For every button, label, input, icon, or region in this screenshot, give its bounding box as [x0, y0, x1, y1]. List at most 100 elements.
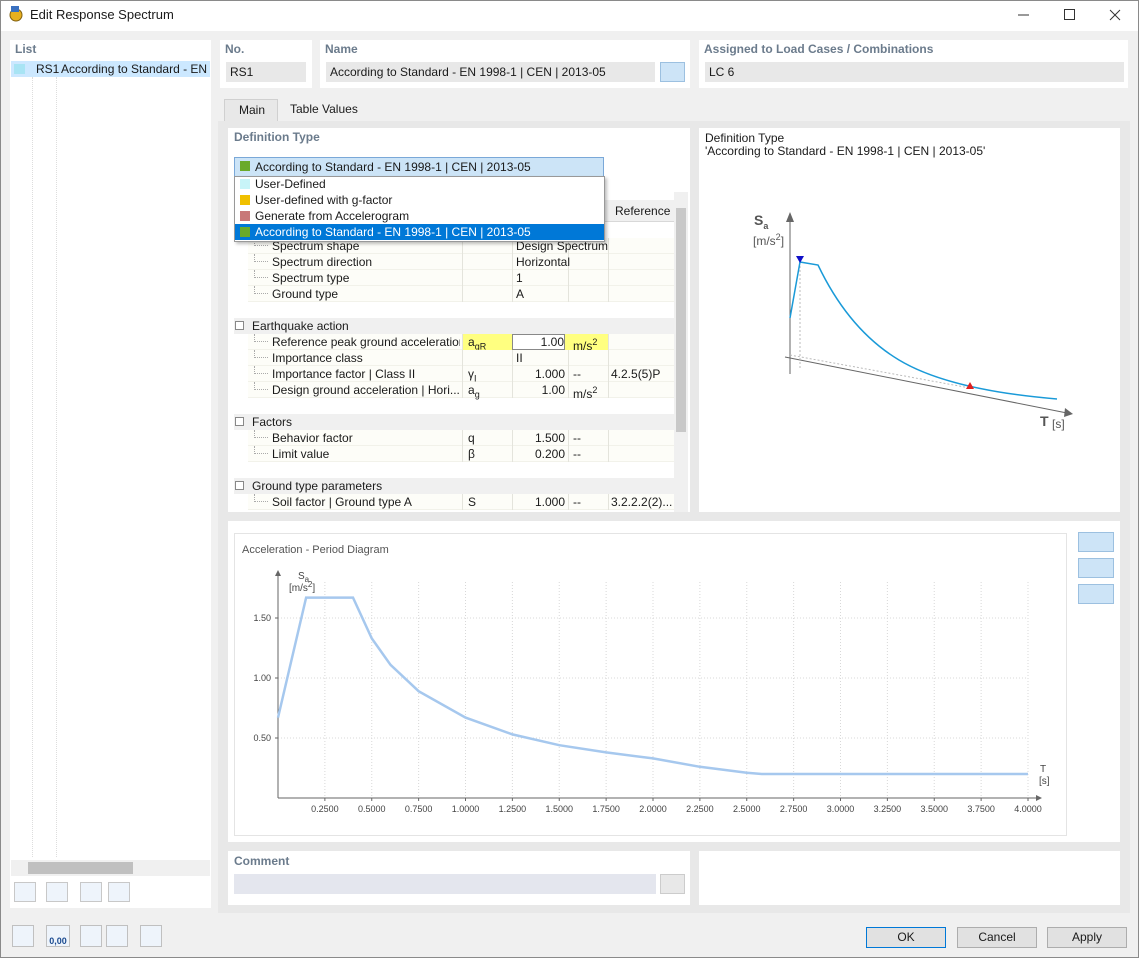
label-part: [m/s	[753, 234, 776, 248]
help-button[interactable]	[12, 925, 34, 947]
label-part: 2	[308, 580, 313, 589]
list-tool-button[interactable]	[108, 882, 130, 902]
label-part: S	[754, 212, 764, 228]
col-sep	[462, 430, 463, 446]
option-color[interactable]	[240, 195, 250, 205]
function-button[interactable]	[140, 925, 162, 947]
x-tick-label: 3.5000	[920, 804, 948, 814]
param-name: Importance class	[272, 351, 363, 365]
list-tool-button[interactable]	[14, 882, 36, 902]
list-item[interactable]	[11, 61, 210, 77]
list-tool-button[interactable]	[46, 882, 68, 902]
param-value: Design Spectrum	[516, 239, 609, 253]
x-tick-label: 2.5000	[733, 804, 761, 814]
col-sep	[512, 286, 513, 302]
y-tick-label: 1.50	[253, 613, 271, 623]
symbol-part: β	[468, 447, 475, 461]
col-sep	[608, 254, 609, 270]
dropdown-option: User-defined with g-factor	[255, 193, 393, 207]
decimal-button[interactable]: 0,00	[46, 925, 70, 947]
param-name: Reference peak ground acceleration	[272, 335, 460, 349]
data-line	[276, 596, 1028, 776]
option-color[interactable]	[240, 211, 250, 221]
chart-tool-button[interactable]	[1078, 584, 1114, 604]
col-sep	[512, 270, 513, 286]
row	[248, 270, 674, 286]
chart-tool-button[interactable]	[1078, 532, 1114, 552]
view-button[interactable]	[106, 925, 128, 947]
edit-name-button[interactable]	[660, 62, 685, 82]
tree-line	[254, 446, 268, 454]
tree-guide	[56, 77, 57, 857]
list-item-id: RS1	[36, 62, 60, 76]
option-highlight	[235, 224, 604, 240]
tree-line	[254, 494, 268, 502]
col-sep	[608, 494, 609, 510]
col-sep	[462, 270, 463, 286]
param-symbol: q	[468, 430, 475, 446]
col-sep	[512, 366, 513, 382]
label-part: a	[305, 575, 310, 584]
comment-library-button[interactable]	[660, 874, 685, 894]
param-name: Limit value	[272, 447, 330, 461]
collapse-toggle[interactable]	[235, 481, 244, 490]
dialog-button[interactable]: OK	[866, 927, 946, 948]
param-unit: --	[573, 446, 581, 462]
x-tick-label: 3.7500	[967, 804, 995, 814]
preview-x-unit: [s]	[1052, 417, 1065, 431]
col-sep	[568, 366, 569, 382]
param-reference: 4.2.5(5)P	[611, 367, 661, 381]
color-button[interactable]	[80, 925, 102, 947]
tree-line	[254, 350, 268, 358]
tree-line	[254, 286, 268, 294]
param-symbol: β	[468, 446, 475, 462]
unit-part: m/s	[573, 339, 593, 353]
unit-part: --	[573, 431, 581, 445]
param-name: Spectrum direction	[272, 255, 373, 269]
assigned-field[interactable]: LC 6	[705, 62, 1124, 82]
preview-subtitle: 'According to Standard - EN 1998-1 | CEN…	[705, 144, 986, 158]
x-axis-unit: [s]	[1039, 776, 1050, 787]
param-value: 1.00	[541, 383, 565, 397]
param-name: Spectrum type	[272, 271, 350, 285]
tab[interactable]: Table Values	[290, 102, 358, 116]
tree-line	[254, 382, 268, 390]
col-sep	[568, 446, 569, 462]
symbol-part: I	[474, 373, 477, 384]
delete-button[interactable]	[182, 882, 204, 902]
chart-tool-button[interactable]	[1078, 558, 1114, 578]
list-tool-button[interactable]	[80, 882, 102, 902]
collapse-toggle[interactable]	[235, 321, 244, 330]
param-value: 1.000	[534, 367, 565, 381]
param-name: Soil factor | Ground type A	[272, 495, 412, 509]
section-row	[234, 478, 674, 494]
option-color[interactable]	[240, 179, 250, 189]
dialog-button[interactable]: Cancel	[957, 927, 1037, 948]
label-part: ]	[780, 234, 785, 248]
option-color[interactable]	[240, 227, 250, 237]
col-sep	[568, 494, 569, 510]
number-field[interactable]: RS1	[226, 62, 306, 82]
section-row	[234, 318, 674, 334]
tab[interactable]: Main	[224, 99, 278, 121]
param-unit: --	[573, 430, 581, 446]
x-tick-label: 1.5000	[545, 804, 573, 814]
param-value[interactable]: 1.00	[512, 334, 565, 350]
col-sep	[462, 334, 463, 350]
comment-field[interactable]	[234, 874, 656, 894]
row	[248, 254, 674, 270]
collapse-toggle[interactable]	[235, 417, 244, 426]
x-tick-label: 1.7500	[592, 804, 620, 814]
x-tick-label: 3.0000	[827, 804, 855, 814]
tree-line	[254, 430, 268, 438]
name-field[interactable]: According to Standard - EN 1998-1 | CEN …	[326, 62, 655, 82]
x-tick-label: 1.2500	[499, 804, 527, 814]
col-sep	[462, 286, 463, 302]
param-name: Ground type	[272, 287, 339, 301]
dialog-button[interactable]: Apply	[1047, 927, 1127, 948]
number-label: No.	[225, 42, 245, 56]
dropdown-color	[240, 161, 250, 171]
col-sep	[608, 366, 609, 382]
param-unit: m/s2	[573, 382, 597, 402]
preview-title: Definition Type	[705, 131, 785, 145]
